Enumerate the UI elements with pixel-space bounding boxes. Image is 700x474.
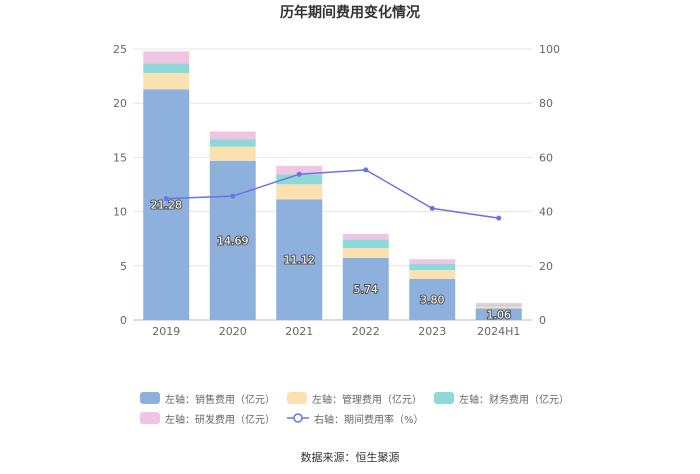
left-tick-label: 5 [120,260,127,273]
rate-line-point[interactable] [163,196,169,202]
bars [143,51,522,320]
legend-item-rnd[interactable]: 左轴：研发费用（亿元） [140,411,275,426]
bar-segment-finance[interactable] [143,63,190,74]
left-tick-label: 20 [113,97,127,110]
right-tick-label: 0 [539,314,546,327]
x-tick-label: 2021 [285,325,313,338]
bar-value-label: 1.06 [487,308,512,321]
legend-swatch-sales [140,392,160,404]
right-tick-label: 40 [539,206,553,219]
bar-segment-admin[interactable] [409,270,456,279]
legend-item-sales[interactable]: 左轴：销售费用（亿元） [140,391,275,406]
expense-rate-line [163,167,502,221]
legend-label-admin: 左轴：管理费用（亿元） [312,394,422,406]
bar-segment-admin[interactable] [342,248,389,258]
bar-value-label: 3.80 [420,293,445,306]
left-tick-label: 15 [113,151,127,164]
bar-segment-finance[interactable] [475,305,522,307]
right-tick-label: 80 [539,97,553,110]
bar-segment-sales[interactable] [342,257,389,320]
legend-item-admin[interactable]: 左轴：管理费用（亿元） [287,391,422,406]
legend-item-rate[interactable]: 右轴：期间费用率（%） [287,411,424,426]
bar-segment-sales[interactable] [143,89,190,320]
bar-segment-sales[interactable] [209,160,256,320]
x-tick-label: 2020 [219,325,247,338]
x-axis-categories: 2019 2020 2021 2022 2023 2024H1 [152,325,520,338]
bar-value-labels: 21.28 14.69 11.12 5.74 3.80 1.06 [150,198,513,323]
right-tick-label: 100 [539,43,560,56]
bar-segment-sales[interactable] [409,278,456,320]
bar-segment-rnd[interactable] [409,259,456,264]
bar-segment-sales[interactable] [276,199,323,320]
bar-segment-finance[interactable] [276,174,323,185]
x-tick-label: 2022 [352,325,380,338]
right-tick-label: 60 [539,151,553,164]
bar-segment-finance[interactable] [409,263,456,271]
bar-segment-rnd[interactable] [209,131,256,140]
bar-segment-admin[interactable] [475,306,522,309]
right-axis-ticks: 0 20 40 60 80 100 [539,43,560,327]
right-tick-label: 20 [539,260,553,273]
legend-swatch-admin [287,392,307,404]
bar-segment-rnd[interactable] [342,233,389,240]
legend-swatch-finance [434,392,454,404]
legend-label-finance: 左轴：财务费用（亿元） [459,394,569,406]
bar-segment-rnd[interactable] [475,303,522,306]
x-tick-label: 2019 [152,325,180,338]
legend-label-sales: 左轴：销售费用（亿元） [165,394,275,406]
chart-title: 历年期间费用变化情况 [280,4,420,21]
bar-segment-finance[interactable] [209,139,256,147]
bar-value-label: 14.69 [217,234,249,247]
bar-segment-admin[interactable] [276,184,323,200]
x-tick-label: 2023 [418,325,446,338]
left-tick-label: 25 [113,43,127,56]
legend-item-finance[interactable]: 左轴：财务费用（亿元） [434,391,569,406]
data-source: 数据来源：恒生聚源 [300,451,400,464]
bar-segment-rnd[interactable] [143,51,190,64]
x-tick-label: 2024H1 [477,325,520,338]
rate-line-point[interactable] [230,193,236,199]
left-tick-label: 0 [120,314,127,327]
rate-line-point[interactable] [496,215,502,221]
legend-swatch-rate [287,413,309,423]
bar-value-label: 21.28 [151,199,183,212]
bar-segment-rnd[interactable] [276,165,323,175]
legend: 左轴：销售费用（亿元） 左轴：管理费用（亿元） 左轴：财务费用（亿元） 左轴：研… [140,388,580,428]
bar-segment-admin[interactable] [143,73,190,90]
legend-label-rate: 右轴：期间费用率（%） [314,414,424,426]
legend-label-rnd: 左轴：研发费用（亿元） [165,414,275,426]
left-axis-ticks: 0 5 10 15 20 25 [113,43,127,327]
legend-swatch-rnd [140,412,160,424]
left-tick-label: 10 [113,206,127,219]
rate-line-point[interactable] [363,167,369,173]
bar-value-label: 11.12 [284,254,316,267]
rate-line-point[interactable] [429,205,435,211]
rate-line-point[interactable] [296,171,302,177]
bar-segment-admin[interactable] [209,146,256,161]
rate-line-path [166,169,499,219]
bar-segment-finance[interactable] [342,239,389,249]
bar-value-label: 5.74 [354,283,379,296]
gridlines [133,48,532,321]
bar-segment-sales[interactable] [475,308,522,320]
